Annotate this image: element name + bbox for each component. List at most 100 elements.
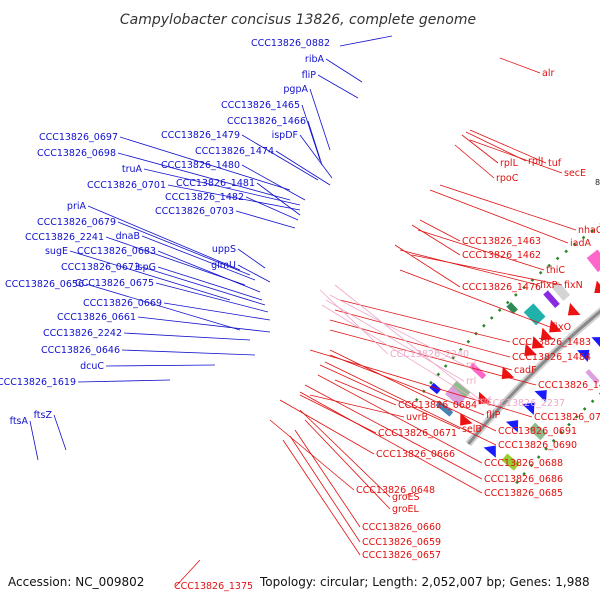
reverse-gene-label: CCC13826_0688	[484, 458, 563, 469]
leader-line	[325, 58, 363, 83]
reverse-gene-label: CCC13826_0657	[362, 550, 441, 561]
leader-line	[317, 74, 359, 99]
forward-gene-arrow	[534, 390, 547, 403]
reverse-gene-arrow	[460, 412, 473, 426]
leader-line	[329, 329, 537, 386]
forward-gene-label: CCC13826_0646	[41, 345, 120, 356]
scale-tick-label: 800 kbp	[595, 178, 600, 187]
leader-line	[141, 235, 256, 281]
forward-gene-label: CCC13826_0673	[61, 262, 140, 273]
leader-line	[304, 419, 391, 510]
forward-gene-label: sugE	[45, 246, 68, 257]
leader-line	[304, 384, 483, 480]
leader-line	[299, 409, 391, 498]
leader-line	[85, 283, 241, 331]
leader-line	[329, 349, 497, 432]
outer-cog-block	[444, 385, 467, 406]
reverse-gene-label: rplL	[500, 158, 519, 169]
forward-gene-label: CCC13826_1480	[161, 160, 240, 171]
forward-gene-label: CCC13826_1619	[0, 377, 76, 388]
forward-gene-label: CCC13826_1474	[195, 146, 274, 157]
leader-line	[317, 374, 483, 464]
leader-line	[237, 264, 271, 283]
outer-cog-block	[551, 281, 571, 301]
leader-line	[309, 394, 405, 418]
forward-gene-label: CCC13826_0697	[39, 132, 118, 143]
leader-line	[429, 189, 569, 244]
reverse-gene-label: rplJ	[528, 156, 543, 167]
reverse-gene-label: CCC13826_0684	[398, 400, 477, 411]
leader-line	[123, 332, 251, 341]
leader-line	[275, 150, 331, 186]
rna-gene-label: rrf	[480, 396, 492, 407]
leader-line	[157, 266, 263, 301]
reverse-gene-label: CCC13826_0685	[484, 488, 563, 499]
leader-line	[309, 349, 533, 418]
rna-gene-label: CCC13826_2237	[486, 398, 565, 409]
leader-line	[334, 284, 485, 404]
reverse-gene-label: rpoC	[496, 173, 519, 184]
reverse-gene-arrow	[531, 336, 545, 349]
leader-line	[334, 309, 511, 358]
forward-gene-label: CCC13826_0656	[5, 279, 84, 290]
leader-line	[105, 364, 216, 367]
reverse-gene-label: selB	[462, 424, 482, 435]
reverse-gene-label: CCC13826_1486	[538, 380, 600, 391]
leader-line	[167, 184, 301, 211]
reverse-gene-label: secE	[564, 168, 586, 179]
gene-labels-layer: CCC13826_0882 ribA fliP pgpA CCC13826_1465 CC…	[0, 38, 600, 592]
reverse-gene-arrow	[594, 280, 600, 294]
reverse-gene-label: tuf	[548, 158, 562, 169]
map-title: Campylobacter concisus 13826, complete g…	[120, 12, 476, 28]
reverse-gene-label: CCC13826_1476	[462, 282, 541, 293]
leader-line	[301, 104, 321, 161]
leader-line	[299, 394, 377, 434]
leader-line	[117, 221, 251, 276]
forward-gene-label: CCC13826_1479	[161, 130, 240, 141]
leader-line	[419, 219, 461, 242]
forward-gene-label: ispG	[135, 262, 156, 273]
leader-line	[324, 361, 497, 446]
reverse-gene-label: cadF	[514, 365, 537, 376]
forward-gene-label: CCC13826_1482	[165, 192, 244, 203]
outer-cog-block	[523, 303, 546, 326]
leader-line	[141, 266, 266, 306]
leader-line	[235, 210, 296, 229]
leader-line	[87, 205, 241, 271]
reverse-gene-label: groES	[392, 492, 420, 503]
forward-gene-label: CCC13826_0679	[37, 217, 116, 228]
forward-gene-label: CCC13826_0669	[83, 298, 162, 309]
reverse-gene-label: CCC13826_1462	[462, 250, 541, 261]
reverse-gene-label: CCC13826_0686	[484, 474, 563, 485]
backbone-circle	[467, 309, 600, 445]
reverse-gene-label: CCC13826_0659	[362, 537, 441, 548]
leader-line	[157, 250, 261, 293]
leader-line	[282, 439, 361, 556]
leader-line	[245, 196, 299, 221]
leader-line	[53, 414, 67, 451]
leader-line	[329, 319, 513, 371]
leader-line	[241, 164, 306, 201]
reverse-gene-label: CCC13826_0691	[498, 426, 577, 437]
forward-gene-label: dnaB	[116, 231, 140, 242]
reverse-gene-arrow	[501, 366, 515, 380]
reverse-gene-arrow	[524, 343, 537, 357]
forward-gene-label: CCC13826_0701	[87, 180, 166, 191]
forward-gene-label: CCC13826_0683	[77, 246, 156, 257]
inner-cog-block	[501, 453, 520, 471]
leader-line	[329, 354, 485, 416]
scale-ticks-layer: 660 kbp680 kbp700 kbp720 kbp740 kbp760 k…	[414, 178, 600, 485]
leader-line	[469, 129, 547, 164]
reverse-gene-label: fixP	[540, 280, 558, 291]
forward-gene-label: CCC13826_0675	[75, 278, 154, 289]
rna-gene-label: rrl	[466, 376, 476, 387]
forward-gene-label: CCC13826_0703	[155, 206, 234, 217]
leader-line	[294, 429, 361, 528]
reverse-gene-label: CCC13826_0648	[356, 485, 435, 496]
leader-line	[394, 244, 461, 288]
leader-line	[69, 250, 231, 301]
reverse-gene-label: fixN	[564, 280, 583, 291]
reverse-gene-arrow	[567, 302, 581, 316]
forward-gene-label: CCC13826_0698	[37, 148, 116, 159]
